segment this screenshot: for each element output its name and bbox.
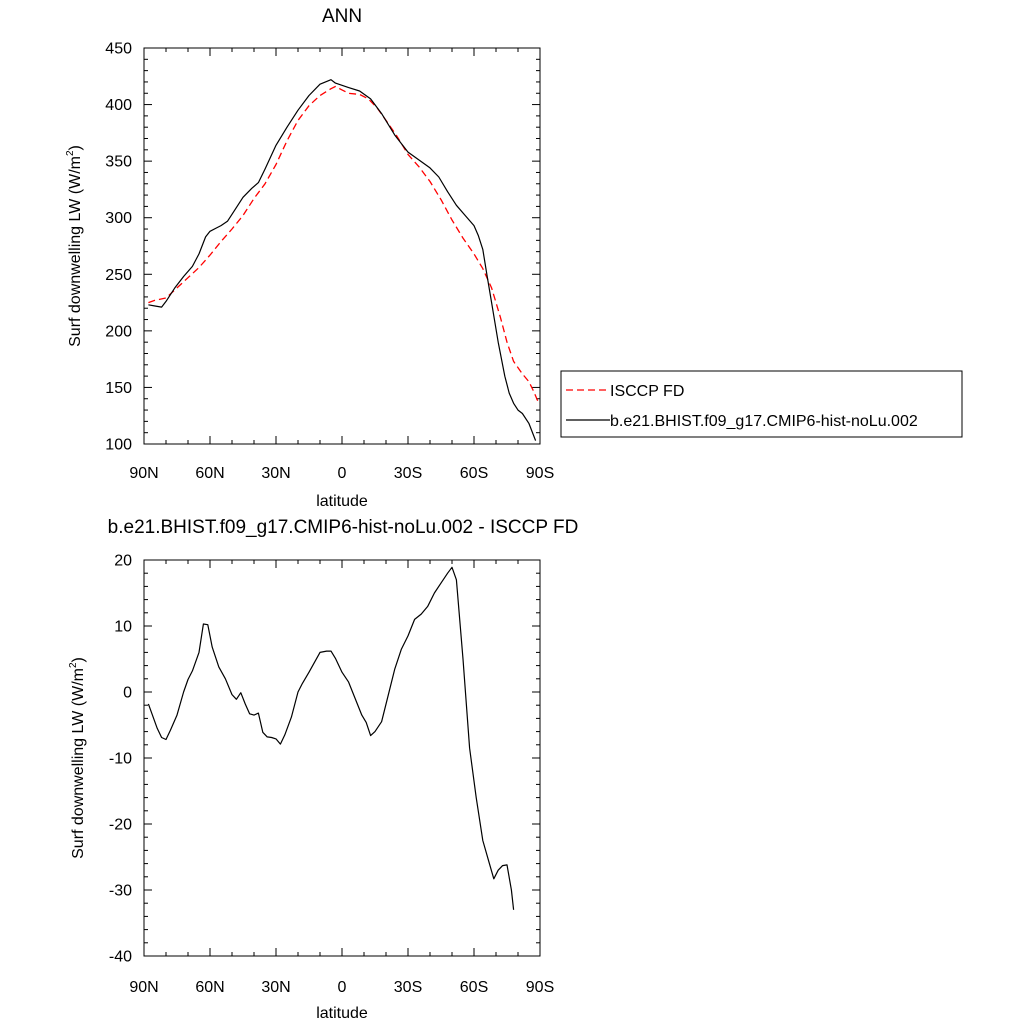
series-line-isccp-fd xyxy=(148,85,539,402)
chart-title: b.e21.BHIST.f09_g17.CMIP6-hist-noLu.002 … xyxy=(108,517,579,538)
x-tick-label: 60N xyxy=(195,465,224,482)
x-tick-label: 90S xyxy=(526,465,554,482)
x-tick-label: 30N xyxy=(261,979,290,996)
y-tick-label: -20 xyxy=(109,817,132,834)
y-axis-label-end: ) xyxy=(70,657,87,662)
y-tick-label: 20 xyxy=(114,553,132,570)
y-axis-label-superscript: 2 xyxy=(68,662,79,668)
x-tick-label: 60S xyxy=(460,465,488,482)
y-tick-label: 10 xyxy=(114,619,132,636)
bottom-plot: b.e21.BHIST.f09_g17.CMIP6-hist-noLu.002 … xyxy=(68,517,578,1022)
y-tick-label: -30 xyxy=(109,883,132,900)
y-axis-label-main: Surf downwelling LW (W/m xyxy=(67,156,84,347)
y-tick-label: 300 xyxy=(105,210,132,227)
y-tick-label: 350 xyxy=(105,154,132,171)
series-line-difference xyxy=(147,566,515,910)
y-tick-label: 250 xyxy=(105,267,132,284)
legend-label: ISCCP FD xyxy=(610,383,684,400)
y-tick-label: 0 xyxy=(123,685,132,702)
x-tick-label: 0 xyxy=(338,979,347,996)
x-tick-label: 60N xyxy=(195,979,224,996)
x-tick-label: 90N xyxy=(129,979,158,996)
series-line-b-e21-bhist-f09-g17-cmip6-hist-nolu-002 xyxy=(148,79,537,441)
y-axis-label: Surf downwelling LW (W/m2) xyxy=(65,145,84,347)
chart-title: ANN xyxy=(322,6,362,27)
x-axis-label: latitude xyxy=(316,1005,368,1022)
legend-label: b.e21.BHIST.f09_g17.CMIP6-hist-noLu.002 xyxy=(610,413,918,430)
y-axis-label-end: ) xyxy=(67,145,84,150)
x-tick-label: 90N xyxy=(129,465,158,482)
plot-frame xyxy=(143,47,541,445)
x-tick-label: 60S xyxy=(460,979,488,996)
x-tick-label: 90S xyxy=(526,979,554,996)
y-tick-label: -10 xyxy=(109,751,132,768)
x-tick-label: 30S xyxy=(394,979,422,996)
y-tick-label: 100 xyxy=(105,437,132,454)
y-tick-label: 400 xyxy=(105,97,132,114)
y-tick-label: -40 xyxy=(109,949,132,966)
y-tick-label: 150 xyxy=(105,380,132,397)
x-tick-label: 30S xyxy=(394,465,422,482)
y-axis-label-superscript: 2 xyxy=(65,150,76,156)
y-tick-label: 200 xyxy=(105,323,132,340)
y-axis-label-main: Surf downwelling LW (W/m xyxy=(70,668,87,859)
x-tick-label: 0 xyxy=(338,465,347,482)
y-tick-label: 450 xyxy=(105,41,132,58)
top-plot: ANN 90N 60N 30N 0 30S 60S 90S 100 150 200 250 300 350… xyxy=(65,6,554,510)
y-axis-label: Surf downwelling LW (W/m2) xyxy=(68,657,87,859)
legend-box xyxy=(560,370,963,438)
plot-frame xyxy=(143,559,541,957)
legend: ISCCP FD b.e21.BHIST.f09_g17.CMIP6-hist-n… xyxy=(560,370,963,438)
x-axis-label: latitude xyxy=(316,493,368,510)
x-tick-label: 30N xyxy=(261,465,290,482)
